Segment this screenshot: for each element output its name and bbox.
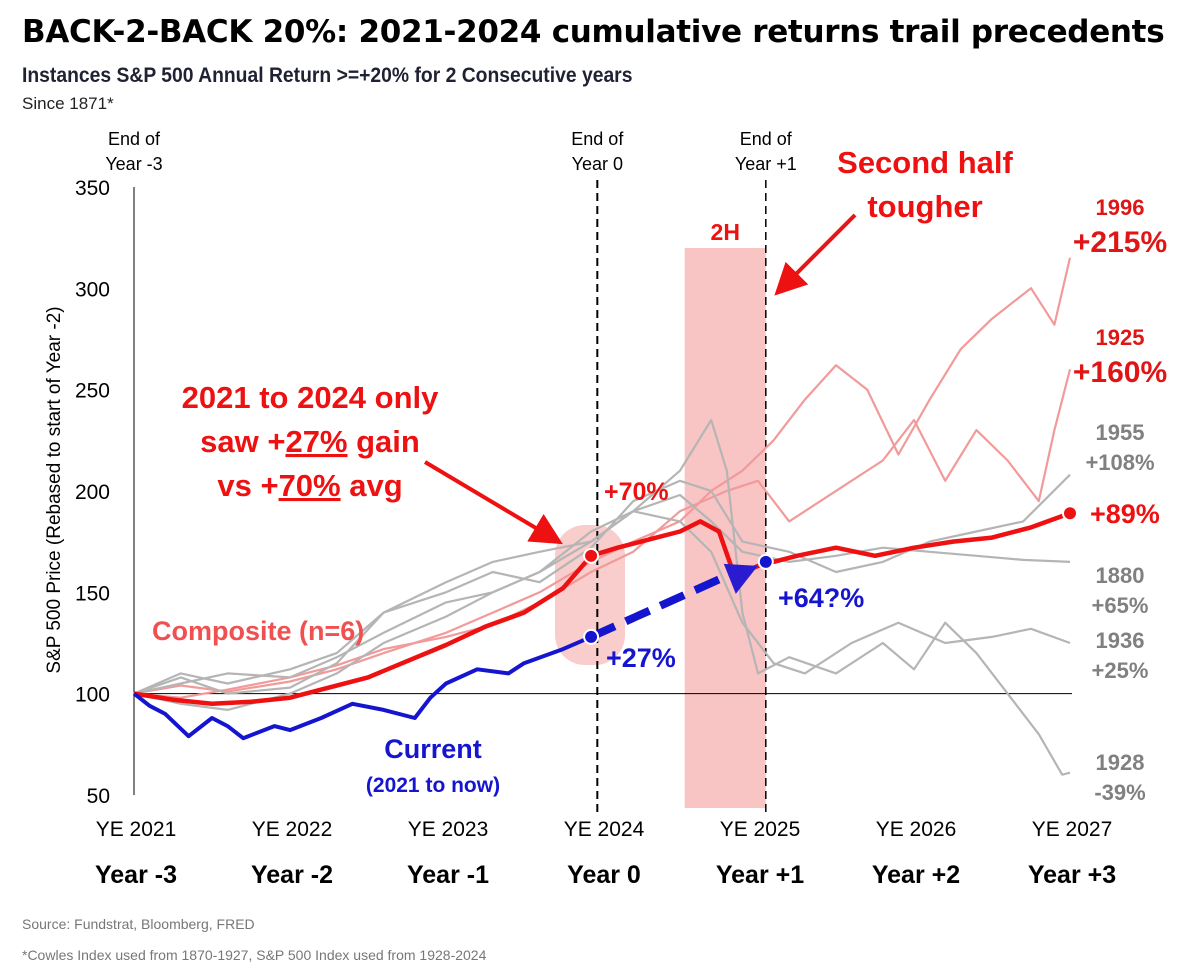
y-tick-label: 150 (75, 582, 110, 605)
y-tick-label: 200 (75, 481, 110, 504)
composite-end-label: +89% (1090, 499, 1160, 529)
since-note: Since 1871* (22, 94, 114, 113)
series-end-value: +108% (1085, 450, 1154, 475)
composite-end-marker (1062, 505, 1078, 522)
chart-subtitle: Instances S&P 500 Annual Return >=+20% f… (22, 64, 633, 87)
band-label: 2H (711, 219, 740, 245)
x-tick-label: YE 2027 (1032, 818, 1113, 841)
current-series-label: Current (384, 734, 482, 764)
x-tick-label: YE 2024 (564, 818, 645, 841)
x-tick-label: YE 2025 (720, 818, 801, 841)
annotation-second-half1: Second half (837, 145, 1013, 180)
annotation-gain-line1: 2021 to 2024 only (182, 380, 440, 415)
composite-year0-label: +70% (604, 478, 669, 506)
gain-arrow (423, 460, 563, 545)
series-end-year: 1936 (1096, 628, 1145, 653)
current-end-label: +27% (606, 643, 676, 673)
annotation-second-half2: tougher (867, 189, 982, 224)
year-label: Year -1 (407, 861, 489, 889)
series-line-composite (133, 511, 1071, 707)
y-tick-label: 50 (87, 785, 110, 808)
projection-label: +64?% (778, 583, 864, 613)
second-half-arrow (774, 213, 857, 296)
projection-end-marker (757, 553, 774, 570)
annotation-gain-line2: saw +27% gain (200, 424, 420, 459)
composite-series-label: Composite (n=6) (152, 616, 364, 646)
year-label: Year -2 (251, 861, 333, 889)
annotation-gain-line3: vs +70% avg (217, 468, 402, 503)
composite-year0-marker (583, 547, 600, 564)
chart-title: BACK-2-BACK 20%: 2021-2024 cumulative re… (22, 14, 1165, 50)
vline-label: End of (740, 129, 793, 149)
x-tick-label: YE 2023 (408, 818, 489, 841)
year-label: Year +1 (716, 861, 804, 889)
footnote: *Cowles Index used from 1870-1927, S&P 5… (22, 947, 487, 963)
x-tick-label: YE 2022 (252, 818, 333, 841)
series-line-current (132, 635, 592, 741)
series-end-year: 1925 (1096, 325, 1145, 350)
series-end-value: -39% (1094, 780, 1145, 805)
y-axis-label: S&P 500 Price (Rebased to start of Year … (44, 306, 65, 673)
vline-label: Year +1 (735, 154, 797, 174)
year-label: Year 0 (567, 861, 641, 889)
series-end-value: +25% (1092, 658, 1149, 683)
series-end-year: 1928 (1096, 750, 1145, 775)
projection-arrowhead (723, 563, 758, 594)
series-line-1936 (133, 510, 1071, 695)
series-end-year: 1955 (1096, 420, 1145, 445)
x-tick-label: YE 2021 (96, 818, 177, 841)
series-end-year: 1996 (1096, 195, 1145, 220)
y-tick-label: 350 (75, 177, 110, 200)
x-tick-label: YE 2026 (876, 818, 957, 841)
current-series-sublabel: (2021 to now) (366, 774, 500, 797)
series-end-year: 1880 (1096, 563, 1145, 588)
vline-label: Year -3 (105, 154, 162, 174)
y-tick-label: 300 (75, 278, 110, 301)
series-end-value: +160% (1073, 356, 1167, 389)
source-note: Source: Fundstrat, Bloomberg, FRED (22, 916, 255, 932)
year-label: Year +3 (1028, 861, 1116, 889)
second-half-band (684, 248, 766, 808)
year-label: Year -3 (95, 861, 177, 889)
vline-label: End of (571, 129, 624, 149)
series-line-1928 (133, 418, 1071, 776)
series-end-value: +215% (1073, 226, 1167, 259)
current-end-marker (583, 628, 600, 645)
series-end-value: +65% (1092, 593, 1149, 618)
year-label: Year +2 (872, 861, 960, 889)
vline-label: End of (108, 129, 161, 149)
vline-label: Year 0 (572, 154, 623, 174)
projection-line (589, 568, 738, 641)
y-tick-label: 100 (75, 684, 110, 707)
y-tick-label: 250 (75, 380, 110, 403)
